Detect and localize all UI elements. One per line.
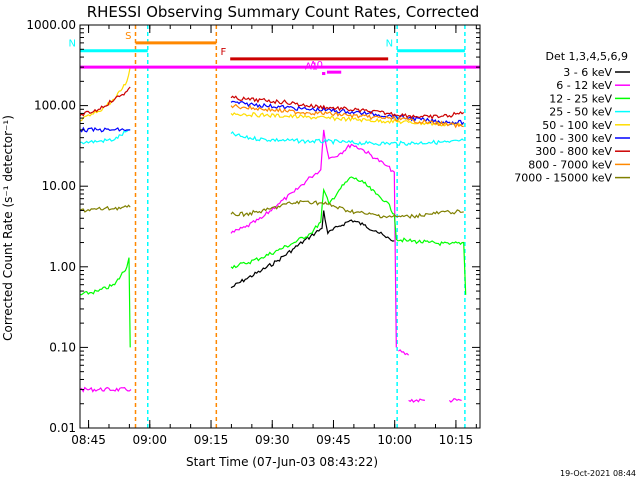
legend-entry: 6 - 12 keV [556, 79, 612, 92]
series-line [79, 204, 131, 213]
series-line [230, 131, 465, 147]
y-tick-label: 0.01 [49, 421, 76, 435]
state-bar-label: A1 [305, 62, 318, 73]
x-tick-label: 08:45 [71, 433, 106, 447]
series-line [230, 176, 467, 295]
series-line [80, 129, 131, 145]
y-tick-label: 1000.00 [26, 18, 76, 32]
legend-entry: 12 - 25 keV [549, 92, 612, 105]
legend-entry: 50 - 100 keV [542, 119, 612, 132]
state-bar-label: S [125, 31, 131, 42]
chart-title: RHESSI Observing Summary Count Rates, Co… [87, 3, 480, 21]
legend-entry: 7000 - 15000 keV [514, 172, 612, 185]
legend-entry: 100 - 300 keV [535, 132, 612, 145]
legend-entry: 3 - 6 keV [563, 66, 612, 79]
x-tick-label: 10:15 [439, 433, 474, 447]
series-line [230, 199, 464, 219]
y-tick-label: 100.00 [34, 99, 76, 113]
y-tick-label: 0.10 [49, 340, 76, 354]
series-line [230, 103, 464, 129]
series-line [448, 398, 462, 403]
y-tick-label: 1.00 [49, 260, 76, 274]
x-tick-label: 09:30 [255, 433, 290, 447]
legend-entry: 25 - 50 keV [549, 106, 612, 119]
legend-entry: 800 - 7000 keV [528, 158, 612, 171]
series-line [398, 349, 410, 356]
x-tick-label: 10:00 [377, 433, 412, 447]
series-line [79, 386, 132, 393]
x-axis-label: Start Time (07-Jun-03 08:43:22) [186, 455, 378, 469]
series-line [79, 126, 131, 133]
timestamp: 19-Oct-2021 08:44 [560, 469, 636, 478]
legend-title: Det 1,3,4,5,6,9 [545, 50, 628, 63]
legend-entry: 300 - 800 keV [535, 145, 612, 158]
series-line [230, 100, 465, 126]
series-line [79, 86, 131, 117]
state-bar-label: N [386, 39, 393, 50]
series-line [230, 129, 397, 348]
series-line [79, 257, 131, 348]
state-bar-label: N [69, 39, 76, 50]
state-bar-label: F [220, 47, 226, 58]
plot-frame [79, 24, 481, 429]
series-line [79, 66, 131, 122]
series-line [230, 95, 465, 120]
y-tick-label: 10.00 [42, 179, 76, 193]
state-bar-label: A0 [310, 60, 323, 71]
series-line [230, 111, 465, 127]
x-tick-label: 09:15 [194, 433, 229, 447]
x-tick-label: 09:00 [132, 433, 167, 447]
x-tick-label: 09:45 [316, 433, 351, 447]
series-line [230, 210, 395, 289]
series-line [408, 398, 426, 403]
y-axis-label: Corrected Count Rate (s⁻¹ detector⁻¹) [1, 115, 15, 341]
